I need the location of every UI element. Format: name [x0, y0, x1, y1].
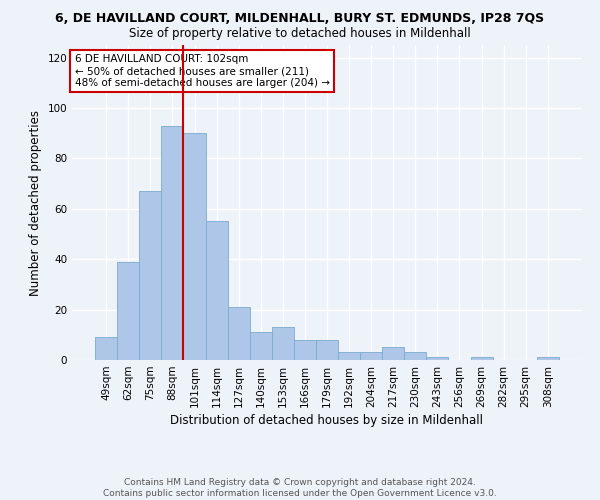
Bar — [338, 352, 360, 360]
Text: Size of property relative to detached houses in Mildenhall: Size of property relative to detached ho… — [129, 28, 471, 40]
Text: 6 DE HAVILLAND COURT: 102sqm
← 50% of detached houses are smaller (211)
48% of s: 6 DE HAVILLAND COURT: 102sqm ← 50% of de… — [74, 54, 329, 88]
Bar — [95, 338, 117, 360]
Bar — [272, 327, 294, 360]
Bar — [382, 348, 404, 360]
Bar — [537, 358, 559, 360]
Bar — [117, 262, 139, 360]
Bar — [206, 222, 227, 360]
Bar — [161, 126, 184, 360]
Bar — [139, 191, 161, 360]
Text: 6, DE HAVILLAND COURT, MILDENHALL, BURY ST. EDMUNDS, IP28 7QS: 6, DE HAVILLAND COURT, MILDENHALL, BURY … — [55, 12, 545, 26]
Bar — [316, 340, 338, 360]
X-axis label: Distribution of detached houses by size in Mildenhall: Distribution of detached houses by size … — [170, 414, 484, 427]
Bar — [360, 352, 382, 360]
Bar — [427, 358, 448, 360]
Bar — [250, 332, 272, 360]
Text: Contains HM Land Registry data © Crown copyright and database right 2024.
Contai: Contains HM Land Registry data © Crown c… — [103, 478, 497, 498]
Bar — [184, 133, 206, 360]
Bar — [470, 358, 493, 360]
Bar — [227, 307, 250, 360]
Bar — [294, 340, 316, 360]
Bar — [404, 352, 427, 360]
Y-axis label: Number of detached properties: Number of detached properties — [29, 110, 42, 296]
